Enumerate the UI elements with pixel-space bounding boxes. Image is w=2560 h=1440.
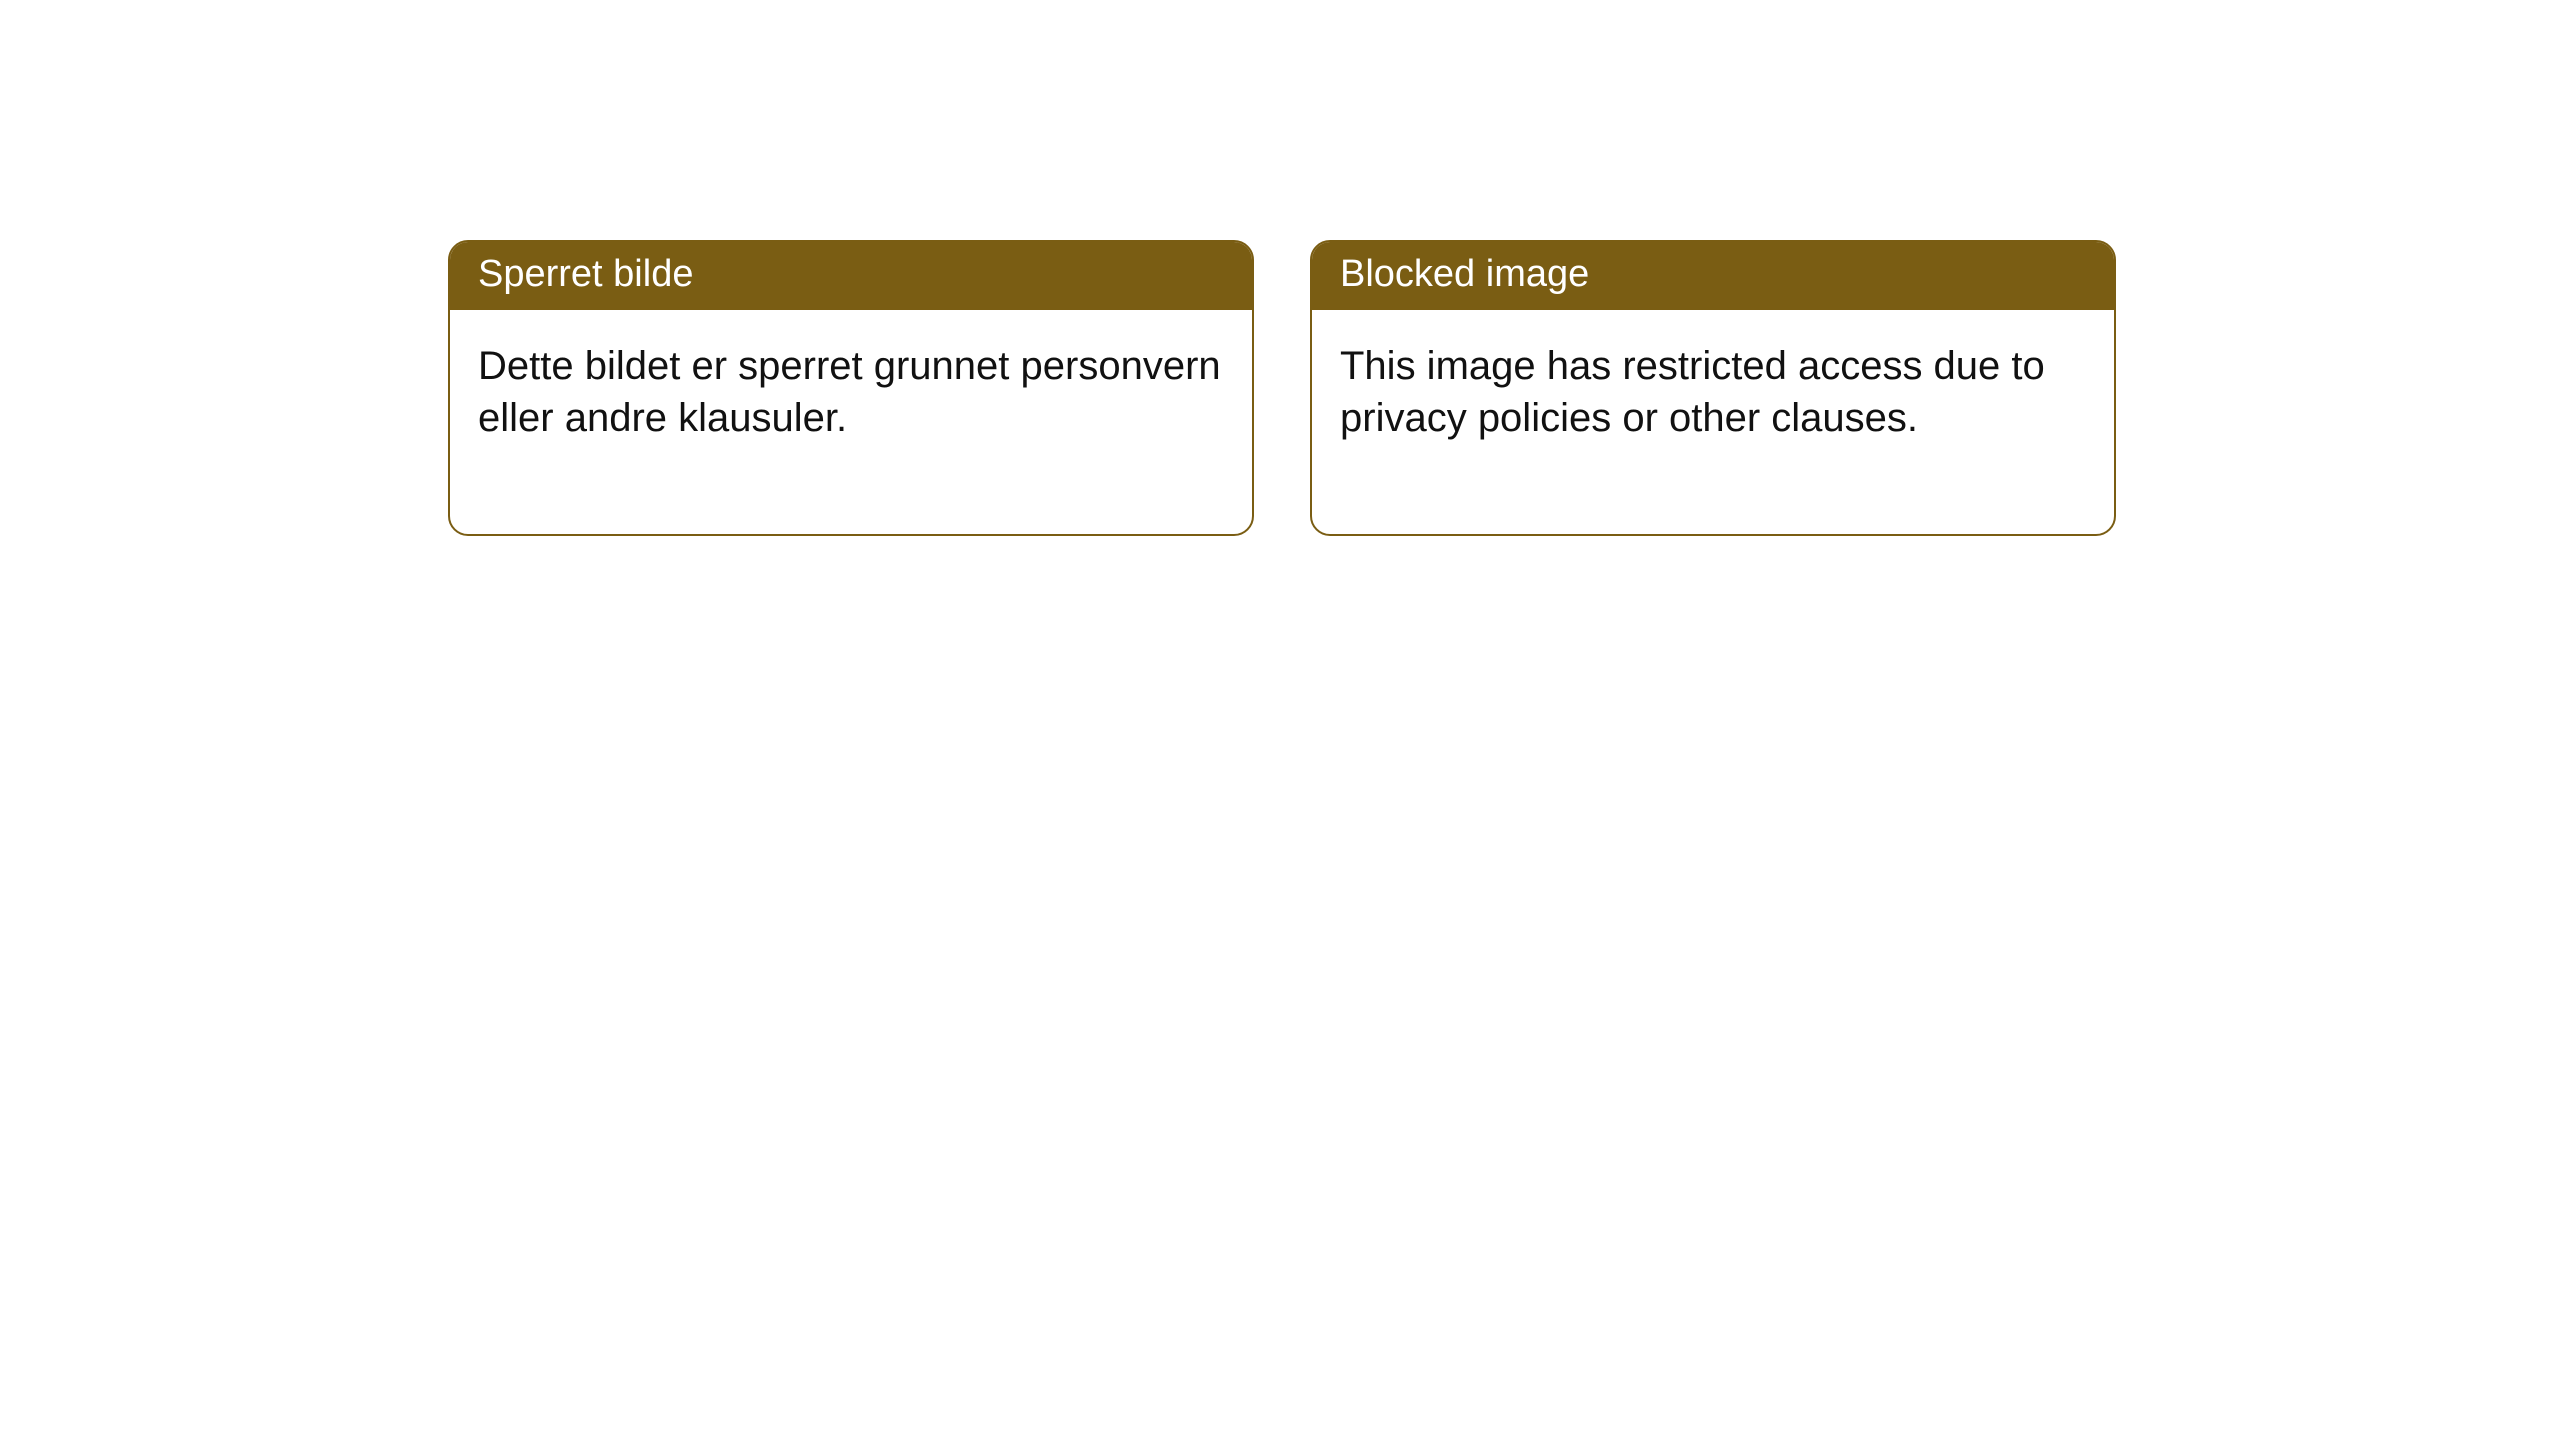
notice-title: Sperret bilde bbox=[450, 242, 1252, 310]
notice-body-text: Dette bildet er sperret grunnet personve… bbox=[450, 310, 1252, 534]
notice-card-norwegian: Sperret bilde Dette bildet er sperret gr… bbox=[448, 240, 1254, 536]
notice-container: Sperret bilde Dette bildet er sperret gr… bbox=[0, 0, 2560, 536]
notice-card-english: Blocked image This image has restricted … bbox=[1310, 240, 2116, 536]
notice-body-text: This image has restricted access due to … bbox=[1312, 310, 2114, 534]
notice-title: Blocked image bbox=[1312, 242, 2114, 310]
